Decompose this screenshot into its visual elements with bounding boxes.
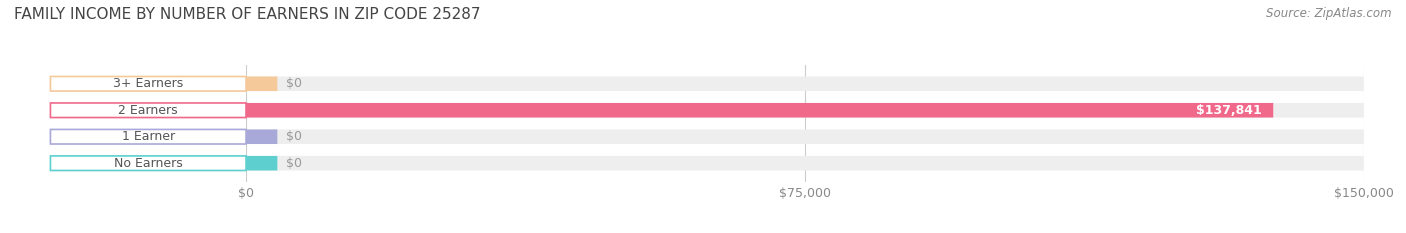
- Text: $137,841: $137,841: [1197, 104, 1263, 117]
- Text: $0: $0: [287, 77, 302, 90]
- FancyBboxPatch shape: [246, 130, 1364, 144]
- FancyBboxPatch shape: [246, 156, 1364, 171]
- FancyBboxPatch shape: [246, 76, 277, 91]
- FancyBboxPatch shape: [246, 130, 277, 144]
- Text: $0: $0: [287, 130, 302, 143]
- Text: 2 Earners: 2 Earners: [118, 104, 179, 117]
- Text: $0: $0: [287, 157, 302, 170]
- FancyBboxPatch shape: [246, 156, 277, 171]
- Text: 1 Earner: 1 Earner: [122, 130, 174, 143]
- FancyBboxPatch shape: [246, 76, 1364, 91]
- FancyBboxPatch shape: [51, 103, 246, 117]
- FancyBboxPatch shape: [246, 103, 1274, 117]
- FancyBboxPatch shape: [51, 76, 246, 91]
- Text: No Earners: No Earners: [114, 157, 183, 170]
- FancyBboxPatch shape: [51, 130, 246, 144]
- FancyBboxPatch shape: [51, 156, 246, 171]
- Text: FAMILY INCOME BY NUMBER OF EARNERS IN ZIP CODE 25287: FAMILY INCOME BY NUMBER OF EARNERS IN ZI…: [14, 7, 481, 22]
- FancyBboxPatch shape: [246, 103, 1364, 117]
- Text: Source: ZipAtlas.com: Source: ZipAtlas.com: [1267, 7, 1392, 20]
- Text: 3+ Earners: 3+ Earners: [112, 77, 183, 90]
